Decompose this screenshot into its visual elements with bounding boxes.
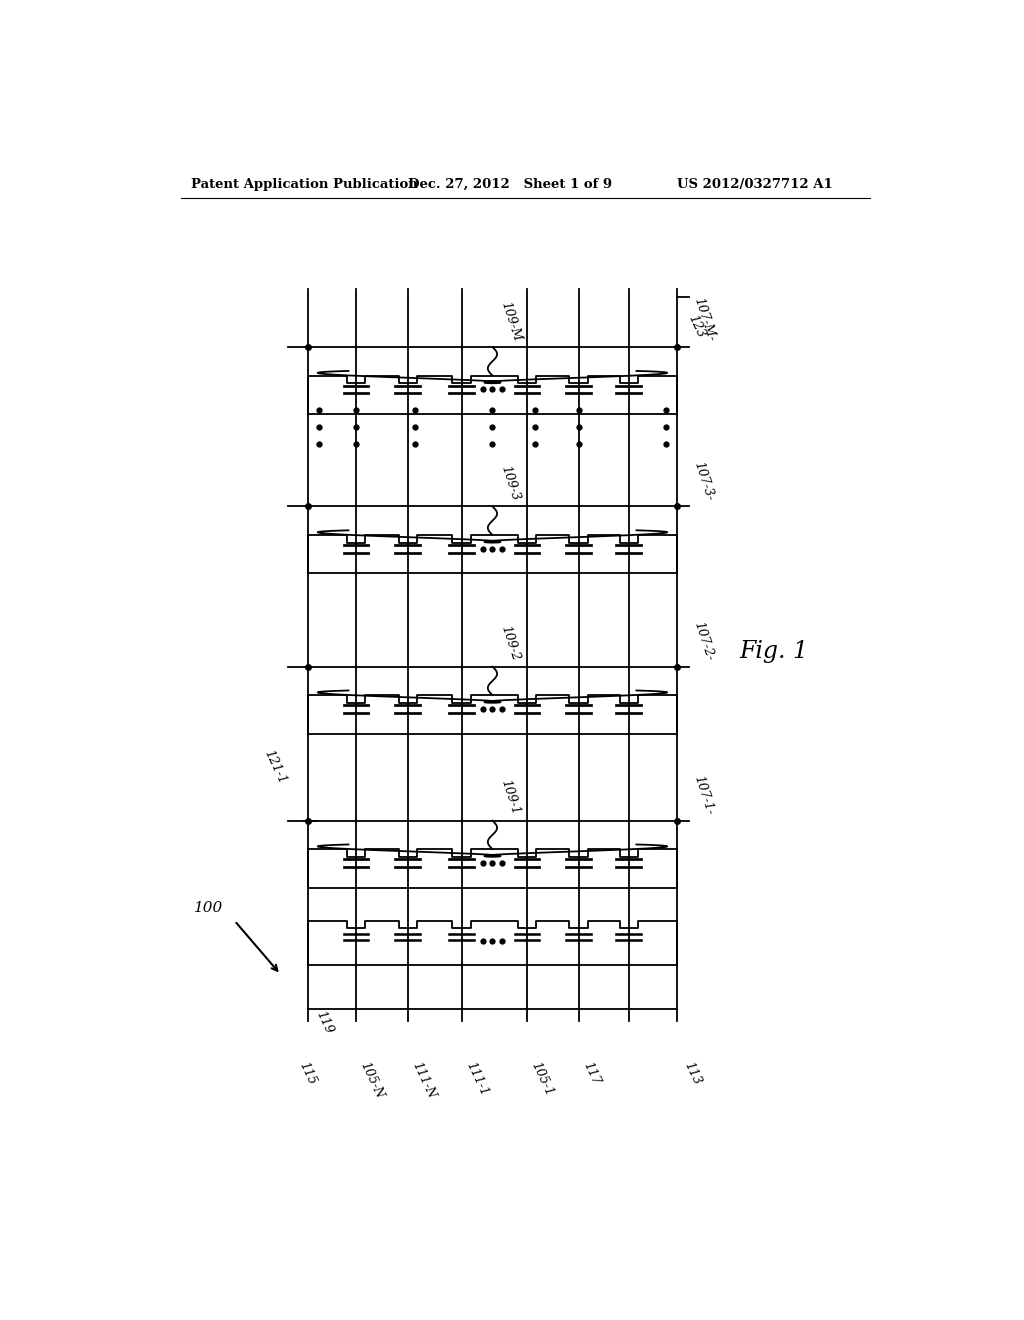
Text: 121-1: 121-1 — [261, 747, 289, 785]
Text: 105-1: 105-1 — [528, 1059, 556, 1098]
Text: 111-1: 111-1 — [463, 1059, 490, 1098]
Text: 109-3: 109-3 — [499, 465, 522, 503]
Text: 123: 123 — [685, 313, 707, 339]
Text: 113: 113 — [681, 1059, 703, 1086]
Text: US 2012/0327712 A1: US 2012/0327712 A1 — [677, 178, 833, 190]
Text: 117: 117 — [581, 1059, 602, 1086]
Text: 107-3-: 107-3- — [691, 461, 716, 503]
Text: Fig. 1: Fig. 1 — [739, 640, 808, 663]
Text: 100: 100 — [194, 900, 223, 915]
Text: 107-M-: 107-M- — [691, 296, 718, 343]
Text: 105-N: 105-N — [357, 1059, 386, 1101]
Text: Patent Application Publication: Patent Application Publication — [190, 178, 418, 190]
Text: 111-N: 111-N — [410, 1059, 437, 1101]
Text: 109-2: 109-2 — [499, 624, 522, 663]
Text: Dec. 27, 2012   Sheet 1 of 9: Dec. 27, 2012 Sheet 1 of 9 — [408, 178, 612, 190]
Text: 107-1-: 107-1- — [691, 775, 716, 817]
Text: 107-2-: 107-2- — [691, 620, 716, 663]
Text: 115: 115 — [296, 1059, 318, 1086]
Text: 119: 119 — [313, 1010, 336, 1036]
Text: 109-M: 109-M — [499, 300, 523, 343]
Text: 109-1: 109-1 — [499, 779, 522, 817]
